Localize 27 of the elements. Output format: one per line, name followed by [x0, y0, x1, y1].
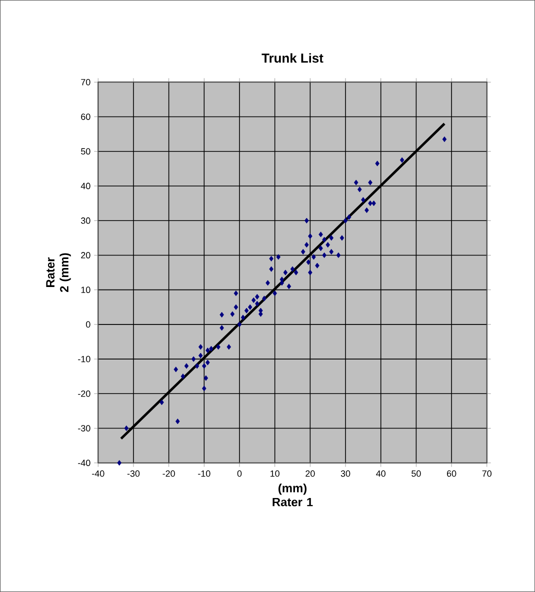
x-tick-label: 70 — [482, 470, 492, 477]
x-tick-label: 20 — [306, 470, 315, 477]
x-tick-label: 10 — [270, 470, 280, 477]
y-axis-title: Rater 2 (mm) — [46, 253, 71, 292]
chart-title: Trunk List — [262, 53, 324, 63]
x-tick-label: 0 — [237, 470, 242, 477]
y-tick-label: -20 — [78, 390, 90, 397]
y-tick-label: 20 — [81, 252, 90, 258]
y-tick-label: -10 — [78, 356, 90, 362]
y-tick-label: -30 — [78, 425, 90, 432]
y-tick-label: 10 — [81, 286, 90, 294]
y-tick-label: 50 — [81, 148, 90, 155]
x-tick-label: 50 — [412, 470, 421, 477]
x-tick-label: -40 — [92, 470, 104, 477]
y-tick-label: 30 — [80, 217, 90, 224]
x-tick-label: -20 — [162, 470, 175, 477]
y-tick-label: 70 — [81, 78, 90, 86]
x-tick-label: 30 — [340, 470, 350, 477]
x-tick-label: -10 — [198, 470, 210, 477]
x-axis-title: (mm) Rater 1 — [272, 484, 313, 506]
x-tick-label: 60 — [446, 470, 456, 477]
x-tick-label: -30 — [127, 470, 140, 477]
y-tick-label: 40 — [80, 182, 90, 190]
y-tick-label: -40 — [78, 460, 90, 466]
y-tick-label: 60 — [81, 114, 90, 120]
x-tick-label: 40 — [376, 470, 386, 477]
y-tick-label: 0 — [86, 321, 90, 328]
